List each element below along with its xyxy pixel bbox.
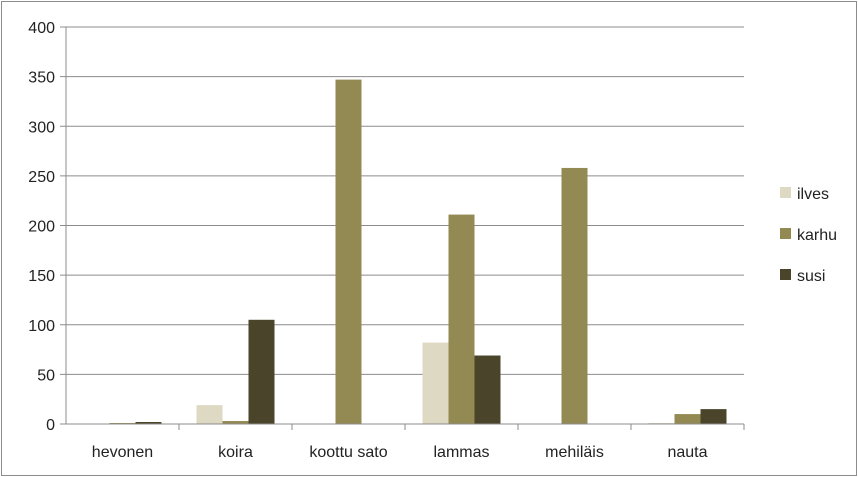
x-tick-label: koira [218, 444, 253, 461]
y-tick-label: 50 [37, 367, 55, 384]
bar-ilves-koira [196, 405, 223, 424]
legend-label-ilves: ilves [797, 186, 829, 203]
y-tick-label: 0 [46, 417, 55, 434]
bars [109, 79, 727, 424]
gridlines [66, 26, 744, 375]
legend-label-karhu: karhu [797, 227, 837, 244]
bar-susi-koira [248, 319, 275, 424]
legend-swatch-ilves [780, 187, 791, 198]
y-tick-label: 150 [28, 268, 55, 285]
x-tick-label: hevonen [92, 444, 153, 461]
bar-ilves-lammas [422, 342, 449, 424]
y-tick-label: 400 [28, 20, 55, 37]
bar-karhu-mehiläis [561, 167, 588, 424]
y-tick-label: 250 [28, 169, 55, 186]
bar-karhu-koottu-sato [335, 79, 362, 424]
x-tick-label: lammas [433, 444, 489, 461]
y-tick-label: 300 [28, 119, 55, 136]
axes: 0 50 100 150 200 250 300 350 400 hevonen koira koot… [28, 20, 745, 461]
legend-swatch-susi [780, 269, 791, 280]
legend-label-susi: susi [797, 268, 825, 285]
x-tick-label: mehiläis [545, 444, 604, 461]
x-tick-label: nauta [667, 444, 707, 461]
legend-swatch-karhu [780, 228, 791, 239]
bar-karhu-koira [222, 421, 249, 424]
bar-karhu-lammas [448, 214, 475, 424]
y-tick-label: 200 [28, 219, 55, 236]
y-tick-label: 350 [28, 70, 55, 87]
y-tick-label: 100 [28, 318, 55, 335]
bar-susi-lammas [474, 355, 501, 424]
x-tick-label: koottu sato [309, 444, 387, 461]
legend: ilves karhu susi [780, 186, 837, 285]
bar-susi-nauta [700, 409, 727, 424]
bar-karhu-nauta [674, 414, 701, 424]
bar-susi-hevonen [135, 422, 162, 424]
